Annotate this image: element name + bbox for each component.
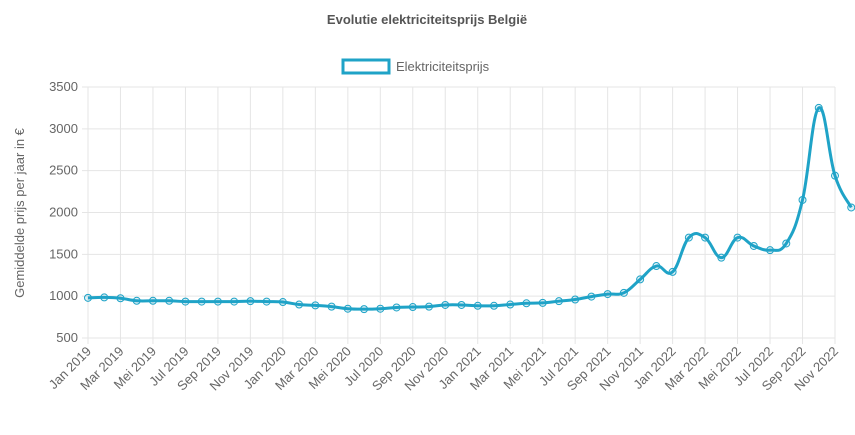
y-tick-label: 1000 <box>49 288 78 303</box>
data-point <box>619 288 628 297</box>
data-point <box>603 290 612 299</box>
series-line <box>87 106 853 311</box>
data-point <box>733 233 742 242</box>
data-point <box>652 262 661 271</box>
legend-label: Elektriciteitsprijs <box>396 59 490 74</box>
data-point <box>489 301 498 310</box>
y-tick-label: 3000 <box>49 121 78 136</box>
data-point <box>181 297 190 306</box>
data-point <box>814 103 823 112</box>
data-point <box>684 233 693 242</box>
data-point <box>165 296 174 305</box>
data-point <box>636 275 645 284</box>
legend-swatch <box>341 58 391 75</box>
data-point <box>213 297 222 306</box>
data-point <box>766 246 775 255</box>
data-point <box>343 304 352 313</box>
data-point <box>847 203 855 212</box>
y-tick-label: 2000 <box>49 205 78 220</box>
data-point <box>441 300 450 309</box>
data-point <box>831 171 839 180</box>
data-point <box>717 253 726 262</box>
data-point <box>473 301 482 310</box>
data-point <box>571 295 580 304</box>
data-point <box>327 302 336 311</box>
y-axis-label: Gemiddelde prijs per jaar in € <box>12 127 27 298</box>
data-point <box>554 297 563 306</box>
data-point <box>132 296 141 305</box>
data-point <box>376 304 385 313</box>
data-point <box>197 297 206 306</box>
data-point <box>84 293 92 302</box>
data-point <box>311 301 320 310</box>
data-point <box>522 299 531 308</box>
data-point <box>230 297 239 306</box>
data-point <box>425 302 434 311</box>
data-point <box>262 297 271 306</box>
data-point <box>701 233 710 242</box>
y-tick-label: 3500 <box>49 79 78 94</box>
data-point <box>246 297 255 306</box>
data-point <box>116 294 125 303</box>
data-point <box>538 298 547 307</box>
data-point <box>100 293 109 302</box>
data-point <box>360 305 369 314</box>
data-point <box>148 296 157 305</box>
chart-title: Evolutie elektriciteitsprijs België <box>327 12 527 27</box>
data-point <box>506 300 515 309</box>
y-tick-label: 2500 <box>49 163 78 178</box>
data-point <box>587 292 596 301</box>
data-point <box>392 303 401 312</box>
data-point <box>798 195 807 204</box>
data-point <box>749 241 758 250</box>
y-tick-label: 1500 <box>49 246 78 261</box>
data-point <box>668 267 677 276</box>
data-point <box>295 300 304 309</box>
data-point <box>408 303 417 312</box>
data-point <box>457 300 466 309</box>
y-tick-label: 500 <box>56 330 78 345</box>
data-point <box>782 239 791 248</box>
data-point <box>278 298 287 307</box>
